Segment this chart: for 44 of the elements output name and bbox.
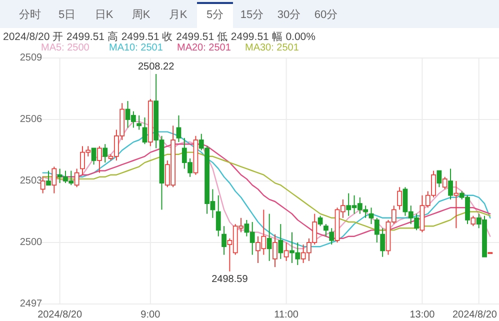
candlestick bbox=[318, 215, 323, 227]
text: MA30: 2501 bbox=[245, 42, 300, 54]
candlestick bbox=[222, 226, 226, 256]
y-tick-label: 2500 bbox=[20, 237, 43, 248]
candlestick bbox=[74, 168, 80, 188]
x-tick-label: 11:00 bbox=[274, 310, 299, 320]
candlestick bbox=[52, 166, 57, 194]
candlestick bbox=[97, 146, 102, 174]
x-tick-label: 2024/8/20 bbox=[452, 310, 498, 320]
candlestick bbox=[397, 186, 402, 210]
candlestick bbox=[470, 215, 476, 227]
candlestick bbox=[266, 213, 272, 262]
x-tick-label: 13:00 bbox=[410, 310, 436, 320]
x-tick-label: 2024/8/20 bbox=[38, 310, 82, 320]
candlestick bbox=[284, 242, 289, 262]
candlestick bbox=[448, 168, 453, 200]
candlestick bbox=[91, 148, 96, 166]
candlestick bbox=[324, 224, 328, 237]
y-tick-label: 2503 bbox=[20, 176, 43, 186]
y-tick-label: 2509 bbox=[20, 52, 43, 64]
candlestick bbox=[40, 176, 46, 194]
x-tick-label: 9:00 bbox=[140, 310, 161, 320]
candlestick bbox=[142, 116, 148, 145]
annotation: 2498.59 bbox=[212, 274, 248, 285]
candlestick bbox=[329, 228, 334, 246]
candlestick bbox=[368, 207, 374, 225]
candlestick bbox=[436, 170, 442, 188]
candlestick bbox=[46, 170, 51, 186]
tabs: 分时 5日 日K 周K 月K 5分 15分 30分 60分 bbox=[19, 2, 338, 28]
candlestick bbox=[216, 194, 221, 237]
candlestick bbox=[102, 144, 108, 164]
candlestick bbox=[272, 234, 278, 268]
text: MA5: 2500 bbox=[41, 42, 90, 54]
annotation: 2508.22 bbox=[138, 61, 175, 72]
y-tick-label: 2506 bbox=[20, 114, 43, 125]
text: MA20: 2501 bbox=[177, 42, 232, 54]
candlestick bbox=[454, 180, 459, 229]
y-tick-label: 2497 bbox=[20, 298, 43, 310]
candlestick bbox=[442, 176, 448, 190]
candlestick bbox=[136, 114, 142, 130]
candlestick bbox=[278, 224, 284, 260]
candlestick bbox=[176, 114, 182, 143]
text: MA10: 2501 bbox=[109, 42, 164, 54]
chart-title: 2024/8/20 开 2499.51 高 2499.51 收 2499.51 低 2499.51 幅 0.00% bbox=[3, 30, 316, 43]
